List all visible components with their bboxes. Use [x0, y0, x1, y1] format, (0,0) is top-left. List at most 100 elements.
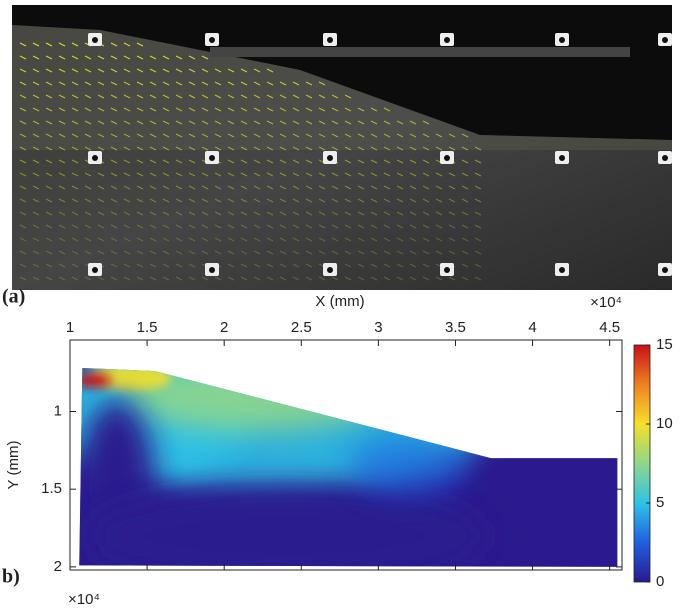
displacement-arrow: [266, 211, 274, 216]
displacement-arrow: [71, 55, 79, 60]
displacement-arrow: [266, 250, 274, 255]
displacement-arrow: [435, 185, 443, 190]
displacement-arrow: [435, 172, 443, 177]
displacement-arrow: [84, 237, 92, 242]
displacement-arrow: [19, 276, 27, 281]
displacement-arrow: [435, 224, 443, 229]
displacement-arrow: [370, 211, 378, 216]
displacement-arrow: [84, 55, 92, 60]
displacement-arrow: [422, 185, 430, 190]
displacement-arrow: [136, 42, 144, 47]
displacement-arrow: [175, 107, 183, 112]
displacement-arrow: [19, 120, 27, 125]
displacement-arrow: [214, 185, 222, 190]
displacement-arrow: [279, 250, 287, 255]
displacement-arrow: [305, 120, 313, 125]
displacement-arrow: [383, 211, 391, 216]
displacement-arrow: [136, 211, 144, 216]
displacement-arrow: [409, 224, 417, 229]
displacement-arrow: [305, 172, 313, 177]
displacement-arrow: [422, 146, 430, 151]
displacement-arrow: [214, 250, 222, 255]
displacement-arrow: [279, 172, 287, 177]
x-tick-label: 4.5: [599, 319, 620, 336]
displacement-arrow: [409, 276, 417, 281]
displacement-arrow: [32, 276, 40, 281]
displacement-arrow: [422, 263, 430, 268]
displacement-arrow: [123, 81, 131, 86]
displacement-arrow: [331, 107, 339, 112]
displacement-arrow: [175, 172, 183, 177]
displacement-arrow: [136, 276, 144, 281]
displacement-arrow: [448, 276, 456, 281]
displacement-arrow: [344, 198, 352, 203]
displacement-arrow: [214, 276, 222, 281]
displacement-arrow: [227, 224, 235, 229]
displacement-arrow: [149, 146, 157, 151]
displacement-arrow: [227, 211, 235, 216]
displacement-arrow: [253, 224, 261, 229]
displacement-arrow: [162, 250, 170, 255]
displacement-arrow: [84, 211, 92, 216]
displacement-arrow: [240, 276, 248, 281]
displacement-arrow: [58, 237, 66, 242]
displacement-arrow: [305, 159, 313, 164]
target-dot: [92, 155, 98, 161]
displacement-arrow: [45, 237, 53, 242]
displacement-arrow: [357, 185, 365, 190]
displacement-arrow: [253, 185, 261, 190]
displacement-arrow: [422, 120, 430, 125]
panel-label: b): [2, 566, 20, 588]
displacement-arrow: [331, 185, 339, 190]
displacement-arrow: [45, 133, 53, 138]
displacement-arrow: [396, 120, 404, 125]
displacement-arrow: [201, 133, 209, 138]
displacement-arrow: [474, 276, 482, 281]
displacement-arrow: [201, 211, 209, 216]
displacement-arrow: [292, 159, 300, 164]
displacement-arrow: [19, 263, 27, 268]
displacement-arrow: [19, 133, 27, 138]
displacement-arrow: [84, 120, 92, 125]
displacement-arrow: [58, 276, 66, 281]
displacement-arrow: [162, 159, 170, 164]
displacement-arrow: [58, 133, 66, 138]
displacement-arrow: [71, 263, 79, 268]
displacement-arrow: [162, 263, 170, 268]
displacement-arrow: [253, 263, 261, 268]
displacement-arrow: [240, 159, 248, 164]
displacement-arrow: [19, 224, 27, 229]
displacement-arrow: [422, 172, 430, 177]
displacement-arrow: [71, 107, 79, 112]
displacement-arrow: [474, 224, 482, 229]
displacement-arrow: [71, 94, 79, 99]
displacement-arrow: [188, 55, 196, 60]
displacement-arrow: [149, 68, 157, 73]
displacement-arrow: [318, 185, 326, 190]
target-dot: [92, 37, 98, 43]
displacement-arrow: [71, 250, 79, 255]
displacement-arrow: [201, 276, 209, 281]
displacement-arrow: [97, 172, 105, 177]
displacement-arrow: [188, 133, 196, 138]
displacement-arrow: [370, 263, 378, 268]
displacement-arrow: [58, 94, 66, 99]
target-dot: [92, 267, 98, 273]
y-multiplier: ×10⁴: [68, 591, 100, 608]
displacement-arrow: [19, 42, 27, 47]
target-dot: [662, 37, 668, 43]
displacement-arrow: [123, 198, 131, 203]
displacement-arrow: [292, 276, 300, 281]
displacement-arrow: [71, 68, 79, 73]
displacement-arrow: [279, 94, 287, 99]
displacement-arrow: [136, 185, 144, 190]
displacement-arrow: [45, 250, 53, 255]
displacement-arrow: [175, 68, 183, 73]
displacement-arrow: [201, 81, 209, 86]
displacement-arrow: [422, 250, 430, 255]
displacement-arrow: [240, 94, 248, 99]
displacement-arrow: [344, 159, 352, 164]
displacement-arrow: [266, 185, 274, 190]
displacement-arrow: [344, 107, 352, 112]
